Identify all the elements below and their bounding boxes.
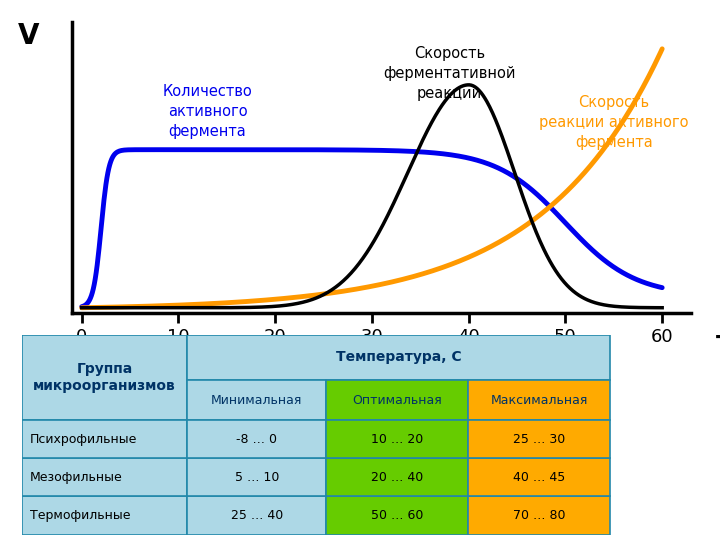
Bar xyxy=(22,420,187,458)
Bar xyxy=(326,380,468,420)
Bar xyxy=(187,380,326,420)
Text: Психрофильные: Психрофильные xyxy=(30,433,137,446)
Text: V: V xyxy=(18,22,40,50)
Text: T: T xyxy=(716,334,720,357)
Text: 25 … 40: 25 … 40 xyxy=(230,509,283,522)
Text: 10 … 20: 10 … 20 xyxy=(371,433,423,446)
Bar xyxy=(187,496,326,535)
Bar xyxy=(22,496,187,535)
Text: Мезофильные: Мезофильные xyxy=(30,471,122,484)
Text: 20 … 40: 20 … 40 xyxy=(371,471,423,484)
Bar xyxy=(187,335,611,380)
Text: 25 … 30: 25 … 30 xyxy=(513,433,565,446)
Text: Минимальная: Минимальная xyxy=(211,394,302,407)
Text: 5 … 10: 5 … 10 xyxy=(235,471,279,484)
Text: -8 … 0: -8 … 0 xyxy=(236,433,277,446)
Text: Скорость
ферментативной
реакции: Скорость ферментативной реакции xyxy=(383,46,516,101)
Bar xyxy=(22,458,187,496)
Text: Количество
активного
фермента: Количество активного фермента xyxy=(163,84,252,139)
Text: Группа
микроорганизмов: Группа микроорганизмов xyxy=(33,362,176,393)
Bar xyxy=(326,496,468,535)
Bar xyxy=(22,335,187,420)
Bar xyxy=(326,458,468,496)
Bar xyxy=(468,380,611,420)
Text: Термофильные: Термофильные xyxy=(30,509,130,522)
Text: Максимальная: Максимальная xyxy=(490,394,588,407)
Bar xyxy=(468,458,611,496)
Bar xyxy=(187,458,326,496)
Bar xyxy=(187,420,326,458)
Bar xyxy=(468,420,611,458)
Bar xyxy=(326,420,468,458)
Bar xyxy=(468,496,611,535)
Text: Скорость
реакции активного
фермента: Скорость реакции активного фермента xyxy=(539,95,688,150)
Text: 70 … 80: 70 … 80 xyxy=(513,509,566,522)
Text: Оптимальная: Оптимальная xyxy=(352,394,442,407)
Text: 50 … 60: 50 … 60 xyxy=(371,509,423,522)
Text: Температура, С: Температура, С xyxy=(336,350,462,365)
Text: 40 … 45: 40 … 45 xyxy=(513,471,565,484)
